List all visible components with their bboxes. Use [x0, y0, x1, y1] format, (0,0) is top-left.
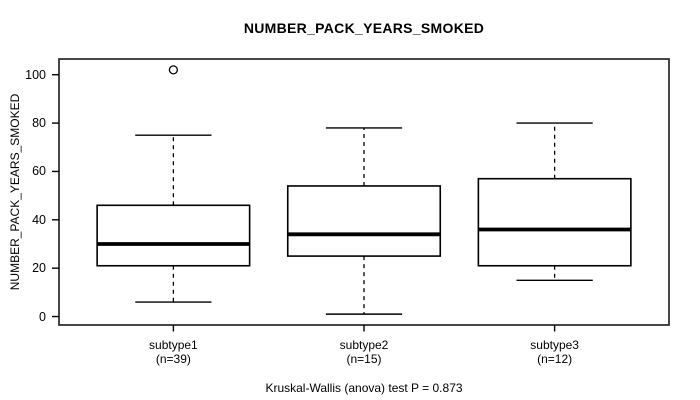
y-tick-label: 60	[32, 164, 46, 179]
group-name: subtype1	[149, 338, 198, 352]
group-n: (n=15)	[346, 351, 382, 366]
x-group-label: subtype3 (n=12)	[475, 338, 635, 366]
y-tick-label: 80	[32, 116, 46, 131]
x-group-label: subtype1 (n=39)	[93, 338, 253, 366]
group-n: (n=39)	[155, 351, 191, 366]
iqr-box	[477, 177, 632, 267]
group-name: subtype3	[530, 338, 579, 352]
x-group-label: subtype2 (n=15)	[284, 338, 444, 366]
iqr-box	[286, 185, 442, 257]
chart-title: NUMBER_PACK_YEARS_SMOKED	[243, 20, 485, 36]
y-tick-label: 0	[39, 309, 46, 324]
group-name: subtype2	[339, 338, 389, 352]
y-tick-label: 100	[25, 67, 46, 82]
stat-test-caption: Kruskal-Wallis (anova) test P = 0.873	[265, 381, 463, 395]
outlier-point	[168, 65, 179, 75]
y-tick-label: 40	[32, 212, 46, 227]
iqr-box	[96, 204, 251, 267]
group-n: (n=12)	[537, 351, 573, 366]
y-tick-label: 20	[32, 261, 46, 276]
